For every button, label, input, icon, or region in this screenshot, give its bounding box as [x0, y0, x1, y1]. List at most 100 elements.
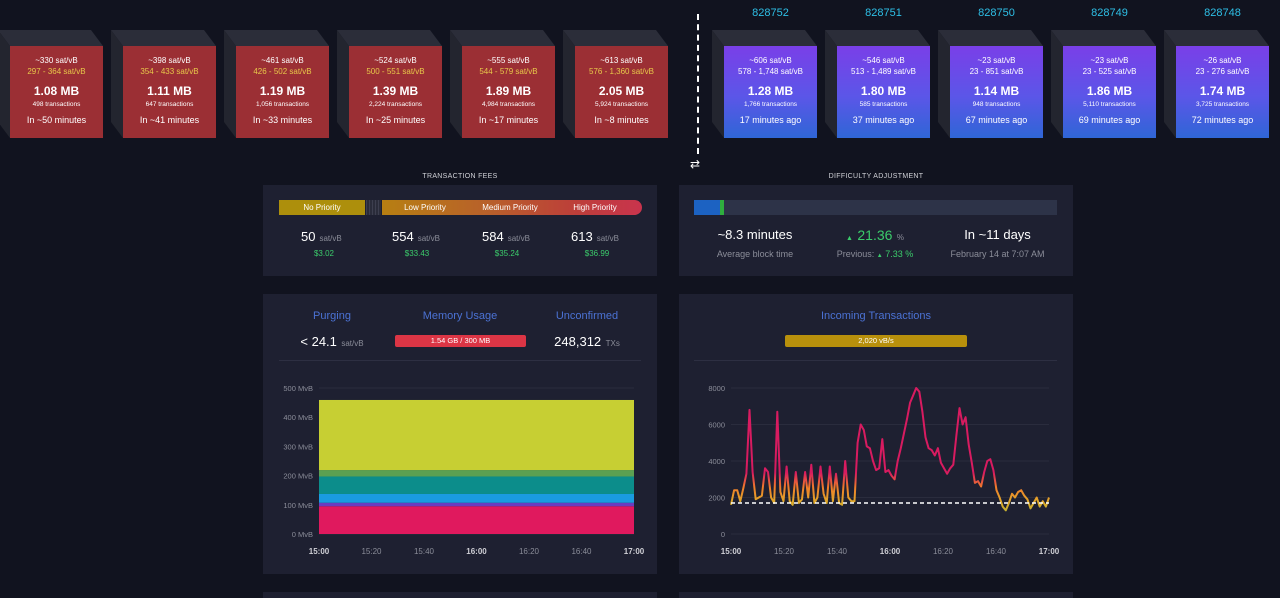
block-age: 72 minutes ago: [1191, 115, 1254, 125]
mempool-block[interactable]: ~613 sat/vB 576 - 1,360 sat/vB 2.05 MB 5,92…: [563, 30, 668, 138]
block-side: [1051, 30, 1063, 138]
block-face: ~23 sat/vB 23 - 525 sat/vB 1.86 MB 5,110 tr…: [1063, 46, 1156, 138]
block-height-link[interactable]: 828751: [865, 7, 902, 19]
high-priority-label: High Priority: [573, 203, 617, 212]
block-median-fee: ~606 sat/vB: [749, 56, 792, 65]
block-top: [825, 30, 930, 46]
mined-block[interactable]: ~546 sat/vB 513 - 1,489 sat/vB 1.80 MB 585 …: [825, 30, 930, 138]
block-fee-range: 23 - 276 sat/vB: [1195, 67, 1250, 76]
block-size: 1.80 MB: [860, 84, 907, 98]
block-eta: In ~41 minutes: [139, 115, 200, 125]
block-side: [450, 30, 462, 138]
block-fee-range: 23 - 525 sat/vB: [1082, 67, 1137, 76]
block-side: [825, 30, 837, 138]
block-tx-count: 1,056 transactions: [255, 101, 310, 108]
block-size: 1.11 MB: [147, 84, 192, 98]
block-tx-count: 3,725 transactions: [1195, 101, 1250, 108]
block-size: 2.05 MB: [598, 84, 645, 98]
block-size: 1.39 MB: [372, 84, 419, 98]
block-top: [111, 30, 216, 46]
block-top: [938, 30, 1043, 46]
x-tick-label: 16:20: [519, 547, 540, 556]
block-eta: In ~8 minutes: [594, 115, 649, 125]
block-side: [563, 30, 575, 138]
block-fee-range: 354 - 433 sat/vB: [140, 67, 199, 76]
mempool-block[interactable]: ~524 sat/vB 500 - 551 sat/vB 1.39 MB 2,224 …: [337, 30, 442, 138]
mempool-fee-layer: [319, 470, 634, 477]
mempool-card-divider: [279, 360, 641, 361]
block-height-link[interactable]: 828752: [752, 7, 789, 19]
swap-icon[interactable]: ⇄: [690, 157, 701, 171]
block-face: ~613 sat/vB 576 - 1,360 sat/vB 2.05 MB 5,92…: [575, 46, 668, 138]
block-face: ~398 sat/vB 354 - 433 sat/vB 1.11 MB 647 tr…: [123, 46, 216, 138]
incoming-card-divider: [694, 360, 1057, 361]
mempool-fee-layer: [319, 493, 634, 503]
mined-block[interactable]: ~23 sat/vB 23 - 525 sat/vB 1.86 MB 5,110 tr…: [1051, 30, 1156, 138]
mined-block[interactable]: ~606 sat/vB 578 - 1,748 sat/vB 1.28 MB 1,76…: [712, 30, 817, 138]
block-side: [337, 30, 349, 138]
block-side: [1164, 30, 1176, 138]
block-top: [0, 30, 103, 46]
fees-gap: [366, 200, 381, 215]
x-tick-label: 16:40: [986, 547, 1007, 556]
block-median-fee: ~330 sat/vB: [35, 56, 78, 65]
y-tick-label: 2000: [708, 494, 725, 503]
block-face: ~23 sat/vB 23 - 851 sat/vB 1.14 MB 948 tran…: [950, 46, 1043, 138]
memory-usage-title: Memory Usage: [422, 310, 498, 322]
block-eta: In ~17 minutes: [478, 115, 539, 125]
y-tick-label: 300 MvB: [283, 442, 313, 451]
x-tick-label: 15:00: [309, 547, 330, 556]
difficulty-eta: In ~11 days: [964, 227, 1031, 242]
block-tx-count: 498 transactions: [32, 101, 81, 108]
block-height-link[interactable]: 828749: [1091, 7, 1128, 19]
fees-section-title: TRANSACTION FEES: [422, 173, 498, 180]
mempool-block[interactable]: ~555 sat/vB 544 - 579 sat/vB 1.89 MB 4,984 …: [450, 30, 555, 138]
mined-block[interactable]: ~26 sat/vB 23 - 276 sat/vB 1.74 MB 3,725 tr…: [1164, 30, 1269, 138]
x-tick-label: 15:40: [827, 547, 848, 556]
block-tx-count: 948 transactions: [972, 101, 1021, 108]
block-size: 1.08 MB: [33, 84, 80, 98]
block-fee-range: 513 - 1,489 sat/vB: [851, 67, 916, 76]
x-tick-label: 16:00: [466, 547, 487, 556]
incoming-series-line: [730, 387, 1050, 512]
block-face: ~26 sat/vB 23 - 276 sat/vB 1.74 MB 3,725 tr…: [1176, 46, 1269, 138]
block-age: 17 minutes ago: [739, 115, 802, 125]
block-tx-count: 5,924 transactions: [594, 101, 649, 108]
fee-medium-priority: 584 sat/vB: [482, 229, 530, 244]
y-tick-label: 4000: [708, 457, 725, 466]
block-height-link[interactable]: 828748: [1204, 7, 1241, 19]
block-eta: In ~50 minutes: [26, 115, 87, 125]
unconfirmed-title: Unconfirmed: [555, 310, 619, 322]
avg-block-time: ~8.3 minutes: [717, 227, 793, 242]
block-height-link[interactable]: 828750: [978, 7, 1015, 19]
block-face: ~555 sat/vB 544 - 579 sat/vB 1.89 MB 4,984 …: [462, 46, 555, 138]
blocks-divider: [697, 14, 699, 154]
fee-no-priority: 50 sat/vB: [301, 229, 342, 244]
block-median-fee: ~546 sat/vB: [862, 56, 905, 65]
block-median-fee: ~461 sat/vB: [261, 56, 304, 65]
mempool-block[interactable]: ~398 sat/vB 354 - 433 sat/vB 1.11 MB 647 tr…: [111, 30, 216, 138]
block-median-fee: ~613 sat/vB: [600, 56, 643, 65]
block-age: 67 minutes ago: [965, 115, 1028, 125]
x-tick-label: 16:00: [880, 547, 901, 556]
block-fee-range: 544 - 579 sat/vB: [479, 67, 538, 76]
unconfirmed-value: 248,312 TXs: [554, 334, 620, 349]
block-tx-count: 647 transactions: [145, 101, 194, 108]
y-tick-label: 100 MvB: [283, 501, 313, 510]
mempool-block[interactable]: ~330 sat/vB 297 - 364 sat/vB 1.08 MB 498 tr…: [0, 30, 103, 138]
difficulty-progress-fill: [694, 200, 721, 215]
block-tx-count: 585 transactions: [859, 101, 908, 108]
purging-title: Purging: [313, 310, 351, 322]
mempool-block[interactable]: ~461 sat/vB 426 - 502 sat/vB 1.19 MB 1,056 …: [224, 30, 329, 138]
block-top: [1164, 30, 1269, 46]
y-tick-label: 0: [721, 530, 725, 539]
block-size: 1.28 MB: [747, 84, 794, 98]
block-face: ~546 sat/vB 513 - 1,489 sat/vB 1.80 MB 585 …: [837, 46, 930, 138]
x-tick-label: 17:00: [1039, 547, 1060, 556]
x-tick-label: 17:00: [624, 547, 645, 556]
block-size: 1.89 MB: [485, 84, 532, 98]
block-fee-range: 578 - 1,748 sat/vB: [738, 67, 803, 76]
mined-block[interactable]: ~23 sat/vB 23 - 851 sat/vB 1.14 MB 948 tran…: [938, 30, 1043, 138]
memory-usage-bar: 1.54 GB / 300 MB: [395, 335, 526, 347]
mempool-fee-layer: [319, 399, 634, 471]
